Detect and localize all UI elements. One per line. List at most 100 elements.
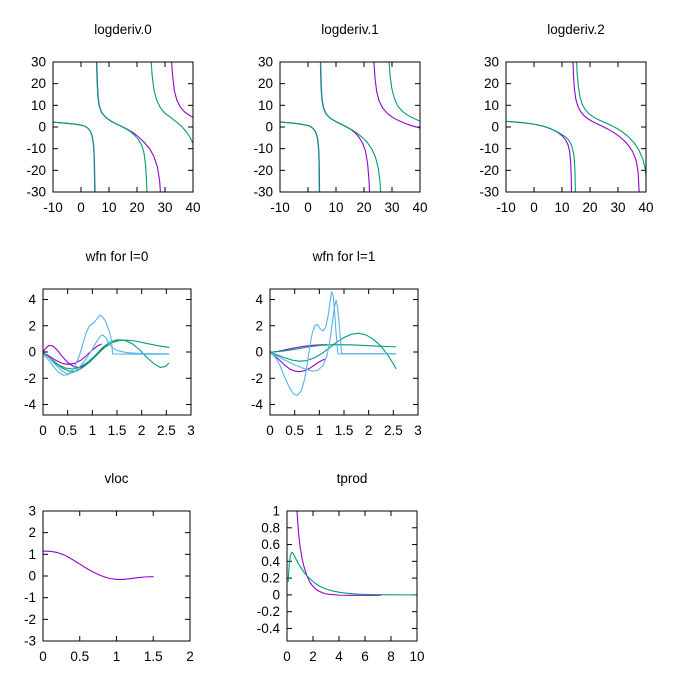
y-tick-label: 1: [28, 547, 36, 562]
series-purple-1: [270, 352, 325, 373]
plot-border: [279, 61, 421, 193]
y-tick-label: 30: [258, 55, 273, 70]
y-tick-label: 0: [28, 569, 36, 584]
series-purple-1: [320, 62, 371, 192]
x-tick-label: 10: [409, 649, 424, 664]
series-purple-0: [43, 550, 154, 581]
y-tick-label: -0.4: [257, 621, 281, 636]
x-tick-label: 2: [186, 649, 194, 664]
y-tick-label: -20: [253, 163, 273, 178]
subplot-logderiv-2: logderiv.2 -10 0 10 20 30 40 -30 -20 -10 0 10 20 30: [479, 22, 653, 215]
x-tick-label: 40: [412, 200, 427, 215]
series-purple-0: [53, 121, 96, 192]
x-tick-label: 2.5: [384, 423, 403, 438]
plot-border: [52, 61, 194, 193]
plot-title: vloc: [104, 471, 128, 486]
x-tick-label: 0: [266, 423, 274, 438]
plot-title: logderiv.0: [94, 22, 152, 37]
y-tick-label: 1: [272, 504, 280, 519]
series-purple-0: [280, 121, 321, 192]
x-tick-label: 1.5: [108, 423, 127, 438]
y-tick-label: -10: [479, 141, 499, 156]
y-tick-label: 2: [28, 318, 36, 333]
y-tick-label: 0.8: [261, 520, 280, 535]
plot-border: [286, 510, 418, 642]
x-tick-label: 0: [39, 649, 47, 664]
subplot-wfn-l1: wfn for l=1 0 0.5 1 1.5 2 2.5 3 -4 -2 0 2 4: [251, 249, 422, 438]
y-tick-label: -4: [24, 397, 36, 412]
series-purple-0: [296, 511, 382, 596]
plot-title: wfn for l=0: [85, 249, 149, 264]
y-tick-label: 20: [31, 76, 46, 91]
series-teal-1: [287, 551, 417, 596]
series-purple-1: [43, 343, 102, 366]
x-tick-label: 0: [39, 423, 47, 438]
series-skyblue-5: [270, 299, 397, 372]
series-purple-0: [43, 343, 111, 369]
series-purple-2: [171, 62, 193, 118]
plot-border: [42, 288, 192, 416]
x-tick-label: 0: [304, 200, 312, 215]
plot-title: tprod: [337, 471, 368, 486]
y-tick-label: -20: [26, 163, 46, 178]
y-tick-label: 30: [484, 55, 499, 70]
plot-border: [505, 61, 647, 193]
y-tick-label: -3: [24, 634, 36, 649]
x-tick-label: 4: [335, 649, 343, 664]
y-tick-label: 20: [258, 76, 273, 91]
plot-border: [269, 288, 419, 416]
subplot-logderiv-0: logderiv.0 -10 0 10 20 30 40 -30 -20 -10 0 10 20 30: [26, 22, 200, 215]
y-tick-label: -1: [24, 590, 36, 605]
x-tick-label: 1.5: [144, 649, 163, 664]
x-tick-label: 0: [77, 200, 85, 215]
series-purple-0: [506, 120, 573, 192]
x-tick-label: 3: [414, 423, 422, 438]
y-tick-label: 0: [272, 587, 280, 602]
series-teal-3: [43, 339, 170, 370]
y-tick-label: 0.4: [261, 554, 280, 569]
y-tick-label: 10: [31, 98, 46, 113]
x-tick-label: -10: [496, 200, 516, 215]
series-teal-5: [150, 62, 193, 144]
series-teal-5: [388, 62, 420, 122]
y-tick-label: -2: [251, 371, 263, 386]
x-tick-label: 10: [554, 200, 569, 215]
y-tick-label: -30: [26, 185, 46, 200]
y-tick-label: -0.2: [257, 604, 280, 619]
x-tick-label: 20: [582, 200, 597, 215]
series-skyblue-5: [43, 334, 170, 375]
x-tick-label: 0: [283, 649, 291, 664]
x-tick-label: 20: [129, 200, 144, 215]
series-skyblue-4: [43, 314, 170, 376]
y-tick-label: -2: [24, 612, 36, 627]
x-tick-label: 1: [113, 649, 121, 664]
plot-border: [42, 510, 191, 642]
subplot-wfn-l0: wfn for l=0 0 0.5 1 1.5 2 2.5 3 -4 -2 0 2 4: [24, 249, 195, 438]
series-teal-2: [43, 339, 170, 372]
subplot-vloc: vloc 0 0.5 1 1.5 2 -3 -2 -1 0 1 2 3: [24, 471, 194, 664]
plot-title: logderiv.2: [547, 22, 605, 37]
y-tick-label: -10: [253, 141, 273, 156]
x-tick-label: 1.5: [335, 423, 354, 438]
series-teal-4: [319, 62, 382, 192]
x-tick-label: 0: [530, 200, 538, 215]
x-tick-label: 2.5: [157, 423, 176, 438]
x-tick-label: 0.5: [70, 649, 89, 664]
subplot-logderiv-1: logderiv.1 -10 0 10 20 30 40 -30 -20 -10 0 10 20 30: [253, 22, 427, 215]
x-tick-label: 30: [610, 200, 625, 215]
y-tick-label: -30: [253, 185, 273, 200]
x-tick-label: 40: [638, 200, 653, 215]
x-tick-label: 6: [361, 649, 369, 664]
y-tick-label: 10: [258, 98, 273, 113]
x-tick-label: 8: [387, 649, 395, 664]
series-teal-4: [95, 62, 148, 192]
series-skyblue-4: [270, 291, 397, 396]
y-tick-label: 2: [28, 525, 36, 540]
y-tick-label: 0: [265, 120, 273, 135]
y-tick-label: 2: [255, 318, 263, 333]
series-teal-3: [576, 62, 646, 177]
y-tick-label: -2: [24, 371, 36, 386]
x-tick-label: 10: [101, 200, 116, 215]
x-tick-label: -10: [43, 200, 63, 215]
